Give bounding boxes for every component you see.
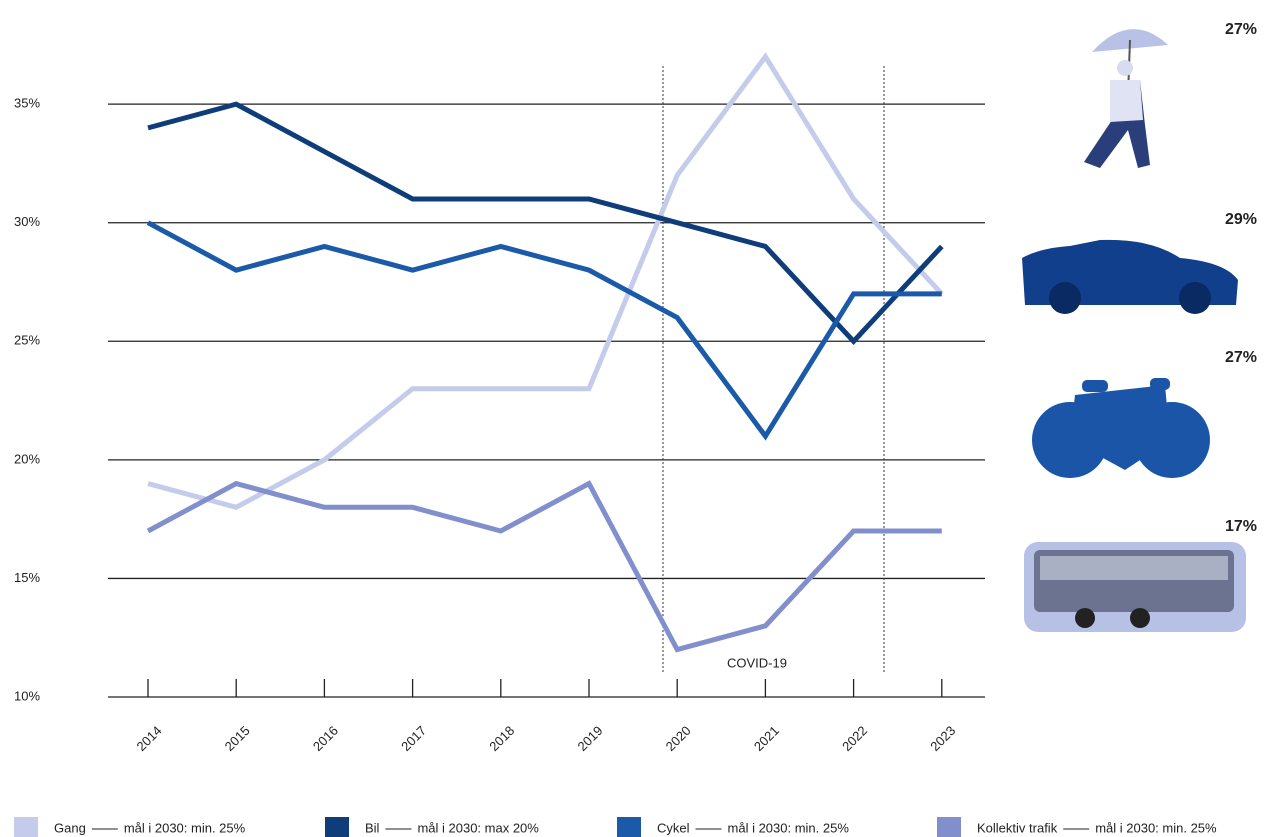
- annotation: COVID-19: [727, 655, 787, 670]
- legend-target: mål i 2030: max 20%: [417, 820, 539, 835]
- legend-target: mål i 2030: min. 25%: [124, 820, 246, 835]
- bus-icon: [1024, 542, 1246, 632]
- legend-item: Kollektiv trafik mål i 2030: min. 25%: [937, 817, 1217, 837]
- x-tick-label: 2018: [486, 723, 517, 754]
- legend-item: Bil mål i 2030: max 20%: [325, 817, 539, 837]
- series-line: [147, 101, 944, 345]
- x-tick-label: 2022: [839, 723, 870, 754]
- end-label: 27%: [1225, 21, 1257, 38]
- legend-name: Cykel: [657, 820, 690, 835]
- y-tick-label: 30%: [14, 214, 40, 229]
- series-line: [146, 480, 942, 653]
- x-tick-label: 2014: [133, 723, 164, 754]
- legend-name: Gang: [54, 820, 86, 835]
- x-tick-label: 2017: [398, 723, 429, 754]
- x-tick-label: 2020: [663, 723, 694, 754]
- end-label: 27%: [1225, 349, 1257, 366]
- legend-name: Kollektiv trafik: [977, 820, 1058, 835]
- legend-target: mål i 2030: min. 25%: [728, 820, 850, 835]
- x-tick-label: 2023: [927, 723, 958, 754]
- icons: [1022, 29, 1246, 632]
- legend-swatch: [325, 817, 349, 837]
- legend-item: Cykel mål i 2030: min. 25%: [617, 817, 849, 837]
- legend-target: mål i 2030: min. 25%: [1095, 820, 1217, 835]
- x-tick-label: 2015: [222, 723, 253, 754]
- end-label: 17%: [1225, 518, 1257, 535]
- series-line: [146, 220, 942, 441]
- legend-swatch: [14, 817, 38, 837]
- pedestrian-icon: [1084, 29, 1168, 168]
- series-line: [147, 52, 944, 510]
- legend-item: Gang mål i 2030: min. 25%: [14, 817, 246, 837]
- x-tick-label: 2019: [574, 723, 605, 754]
- y-tick-label: 15%: [14, 570, 40, 585]
- y-tick-label: 20%: [14, 451, 40, 466]
- car-icon: [1022, 239, 1238, 314]
- x-tick-label: 2021: [751, 723, 782, 754]
- end-label: 29%: [1225, 211, 1257, 228]
- y-tick-label: 35%: [14, 96, 40, 111]
- legend-swatch: [937, 817, 961, 837]
- bike-icon: [1032, 378, 1210, 478]
- legend-name: Bil: [365, 820, 380, 835]
- legend-swatch: [617, 817, 641, 837]
- y-tick-label: 25%: [14, 333, 40, 348]
- y-tick-label: 10%: [14, 688, 40, 703]
- x-tick-label: 2016: [310, 723, 341, 754]
